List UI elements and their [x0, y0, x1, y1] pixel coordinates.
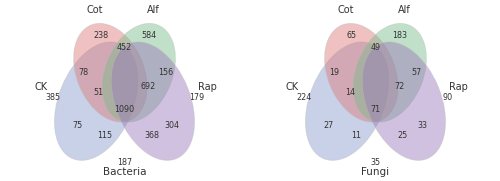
Ellipse shape — [306, 42, 388, 160]
Text: Alf: Alf — [148, 5, 160, 15]
Text: 238: 238 — [93, 31, 108, 40]
Text: 584: 584 — [141, 31, 156, 40]
Text: 65: 65 — [346, 31, 356, 40]
Text: 1090: 1090 — [114, 105, 134, 114]
Text: 71: 71 — [370, 105, 380, 114]
Text: 33: 33 — [418, 121, 428, 131]
Text: 57: 57 — [411, 68, 422, 77]
Text: Cot: Cot — [338, 5, 354, 15]
Text: 78: 78 — [78, 68, 89, 77]
Ellipse shape — [324, 23, 398, 122]
Ellipse shape — [362, 42, 446, 160]
Text: 51: 51 — [94, 88, 104, 97]
Text: 90: 90 — [442, 93, 452, 102]
Ellipse shape — [54, 42, 138, 160]
Text: Rap: Rap — [198, 82, 218, 92]
Text: 692: 692 — [141, 83, 156, 91]
Text: 179: 179 — [188, 93, 204, 102]
Text: 72: 72 — [394, 83, 404, 91]
Text: 11: 11 — [351, 131, 361, 140]
Text: 115: 115 — [98, 131, 112, 140]
Text: CK: CK — [34, 82, 48, 92]
Ellipse shape — [112, 42, 194, 160]
Text: Cot: Cot — [87, 5, 104, 15]
Text: Rap: Rap — [450, 82, 468, 92]
Text: 35: 35 — [370, 158, 380, 167]
Text: 187: 187 — [117, 158, 132, 167]
Text: Bacteria: Bacteria — [103, 167, 146, 177]
Ellipse shape — [353, 23, 426, 122]
Text: 156: 156 — [158, 68, 173, 77]
Text: 14: 14 — [345, 88, 355, 97]
Ellipse shape — [102, 23, 176, 122]
Text: 183: 183 — [392, 31, 407, 40]
Text: 368: 368 — [144, 131, 160, 140]
Text: 224: 224 — [296, 93, 312, 102]
Ellipse shape — [74, 23, 147, 122]
Text: 25: 25 — [398, 131, 408, 140]
Text: CK: CK — [286, 82, 298, 92]
Text: 75: 75 — [72, 121, 83, 131]
Text: Fungi: Fungi — [362, 167, 390, 177]
Text: Alf: Alf — [398, 5, 411, 15]
Text: 27: 27 — [324, 121, 334, 131]
Text: 385: 385 — [45, 93, 60, 102]
Text: 304: 304 — [164, 121, 179, 131]
Text: 452: 452 — [117, 43, 132, 52]
Text: 19: 19 — [330, 68, 340, 77]
Text: 49: 49 — [370, 43, 380, 52]
